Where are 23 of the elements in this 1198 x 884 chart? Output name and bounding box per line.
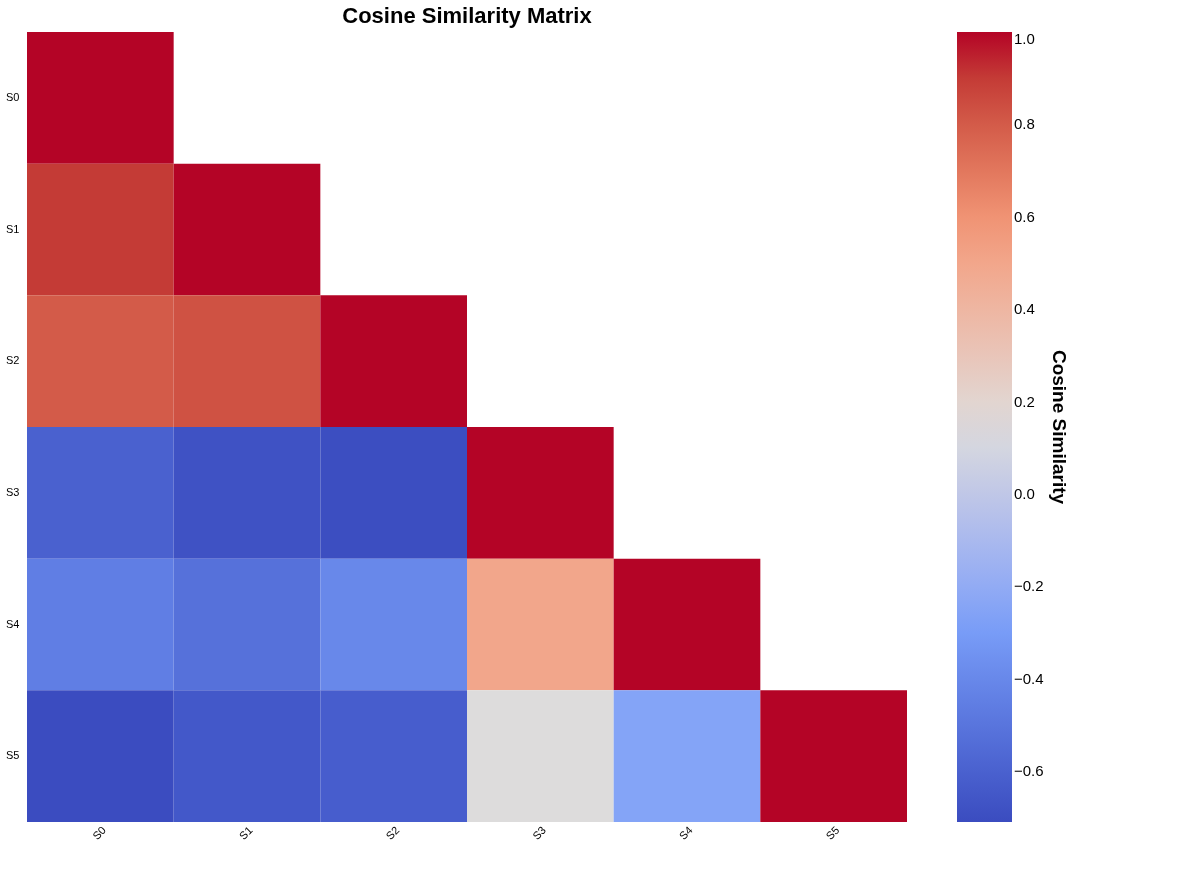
y-tick-label: S3	[6, 485, 20, 498]
x-tick-label: S5	[823, 823, 842, 842]
y-tick-label: S1	[6, 222, 20, 235]
x-tick-label: S1	[236, 823, 255, 842]
color-bar-label: −0.4	[1014, 669, 1044, 687]
color-bar-label: −0.6	[1014, 762, 1044, 780]
x-tick-label: S2	[383, 823, 402, 842]
color-bar-label: 0.6	[1014, 207, 1035, 225]
x-tick-label: S4	[676, 823, 695, 842]
color-bar-label: 0.4	[1014, 300, 1035, 318]
y-tick-label: S4	[6, 617, 20, 630]
color-bar-title: Cosine Similarity	[1049, 349, 1070, 505]
x-tick-label: S0	[90, 823, 109, 842]
x-tick-label: S3	[530, 823, 549, 842]
y-tick-label: S0	[6, 90, 20, 103]
color-bar-label: 1.0	[1014, 30, 1035, 47]
color-bar-label: 0.2	[1014, 392, 1035, 410]
color-bar-label: −0.2	[1014, 577, 1044, 595]
y-tick-label: S2	[6, 354, 20, 367]
y-tick-label: S5	[6, 749, 20, 762]
color-bar-label: 0.0	[1014, 484, 1035, 502]
color-bar-label: 0.8	[1014, 115, 1035, 133]
chart-title: Cosine Similarity Matrix	[342, 3, 593, 28]
